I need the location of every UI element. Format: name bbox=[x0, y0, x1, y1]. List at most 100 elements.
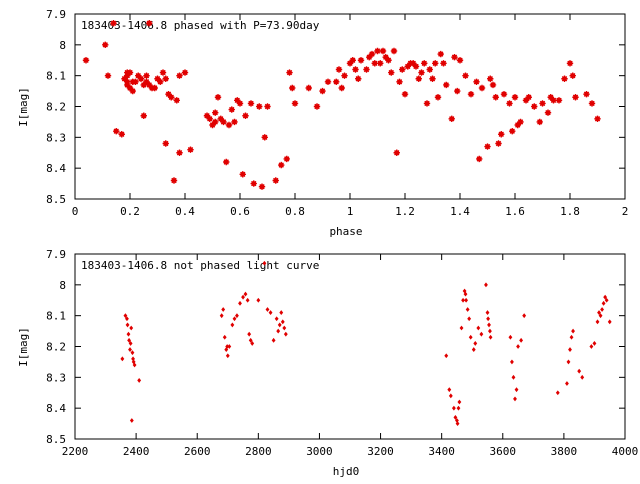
data-point bbox=[604, 297, 609, 303]
data-point bbox=[131, 359, 136, 365]
data-point bbox=[291, 100, 299, 107]
data-point bbox=[313, 103, 321, 110]
data-point bbox=[589, 344, 594, 349]
data-point bbox=[357, 57, 365, 64]
data-point bbox=[225, 344, 230, 349]
data-point bbox=[247, 331, 252, 337]
x-tick-label: 1.2 bbox=[395, 205, 415, 218]
x-tick-label: 0.4 bbox=[175, 205, 195, 218]
data-point bbox=[485, 310, 490, 315]
data-point bbox=[568, 347, 572, 352]
data-point bbox=[495, 140, 502, 147]
x-tick-label: 0.2 bbox=[120, 205, 140, 218]
data-point bbox=[454, 87, 461, 95]
plot-title: 183403-1406.8 not phased light curve bbox=[81, 259, 319, 272]
data-point bbox=[607, 319, 612, 325]
data-point bbox=[123, 313, 128, 319]
data-point bbox=[118, 131, 125, 138]
data-point bbox=[473, 78, 480, 86]
data-point bbox=[592, 341, 597, 346]
data-point bbox=[128, 347, 132, 352]
data-point bbox=[516, 344, 520, 349]
data-point bbox=[465, 307, 470, 312]
data-point bbox=[162, 140, 169, 147]
data-point bbox=[338, 84, 345, 92]
data-point bbox=[176, 149, 183, 156]
data-point bbox=[396, 78, 403, 86]
data-point bbox=[129, 325, 134, 331]
data-point bbox=[418, 69, 425, 76]
data-point bbox=[243, 291, 248, 297]
data-point bbox=[399, 66, 406, 73]
data-point bbox=[236, 100, 244, 107]
data-point bbox=[222, 334, 227, 340]
data-point bbox=[212, 109, 219, 116]
data-point bbox=[531, 103, 538, 110]
data-point bbox=[566, 60, 574, 67]
data-point bbox=[157, 78, 164, 86]
data-point bbox=[282, 325, 287, 331]
unphased-light-curve-panel: 183403-1406.8 not phased light curve hjd… bbox=[17, 248, 638, 478]
x-tick-label: 3000 bbox=[306, 445, 333, 458]
data-point bbox=[276, 328, 281, 334]
data-point bbox=[467, 90, 475, 98]
y-axis-label: I[mag] bbox=[17, 87, 30, 127]
data-point bbox=[555, 97, 563, 104]
data-point bbox=[268, 310, 273, 315]
data-point bbox=[239, 171, 246, 178]
data-point bbox=[500, 90, 508, 98]
y-tick-label: 8.5 bbox=[46, 193, 66, 206]
data-point bbox=[374, 47, 381, 55]
data-point bbox=[258, 183, 266, 190]
data-point bbox=[225, 353, 230, 359]
data-point bbox=[280, 319, 285, 325]
data-point bbox=[126, 69, 134, 76]
data-point bbox=[547, 94, 554, 101]
data-point bbox=[459, 325, 464, 331]
data-point bbox=[121, 75, 128, 82]
y-tick-label: 8 bbox=[59, 39, 66, 52]
data-point bbox=[128, 341, 133, 346]
x-tick-label: 2600 bbox=[184, 445, 211, 458]
data-point bbox=[220, 118, 227, 126]
data-point bbox=[126, 84, 134, 92]
data-point bbox=[572, 94, 579, 101]
data-point bbox=[415, 75, 422, 82]
data-point bbox=[510, 359, 514, 365]
data-point bbox=[137, 75, 145, 82]
data-point bbox=[132, 78, 139, 86]
data-point bbox=[352, 66, 359, 73]
data-point bbox=[127, 337, 132, 343]
data-point bbox=[349, 57, 356, 64]
data-point bbox=[522, 313, 527, 319]
data-point bbox=[223, 158, 230, 166]
y-tick-label: 8.2 bbox=[46, 101, 66, 114]
data-point bbox=[595, 319, 600, 325]
data-point bbox=[104, 72, 112, 79]
y-tick-label: 8 bbox=[59, 279, 66, 292]
data-point bbox=[447, 387, 452, 393]
data-point bbox=[173, 97, 180, 104]
data-point bbox=[536, 118, 543, 126]
data-point bbox=[140, 81, 147, 89]
data-point bbox=[225, 121, 233, 129]
data-point bbox=[464, 297, 469, 303]
data-point bbox=[232, 316, 237, 322]
data-point bbox=[286, 69, 293, 76]
data-point bbox=[333, 78, 340, 86]
data-point bbox=[272, 177, 279, 184]
data-point bbox=[137, 378, 142, 383]
data-point bbox=[143, 72, 150, 79]
data-point bbox=[283, 155, 290, 163]
x-tick-label: 1.6 bbox=[505, 205, 525, 218]
data-point bbox=[484, 282, 488, 288]
data-point bbox=[463, 291, 468, 297]
data-point bbox=[388, 69, 395, 76]
data-point bbox=[219, 313, 224, 319]
y-tick-label: 8.1 bbox=[46, 310, 66, 323]
y-tick-label: 8.4 bbox=[46, 402, 66, 415]
data-point bbox=[588, 100, 596, 107]
data-point bbox=[143, 78, 150, 86]
data-point bbox=[371, 60, 378, 67]
phased-light-curve-panel: 183403-1406.8 phased with P=73.90day pha… bbox=[17, 8, 628, 238]
